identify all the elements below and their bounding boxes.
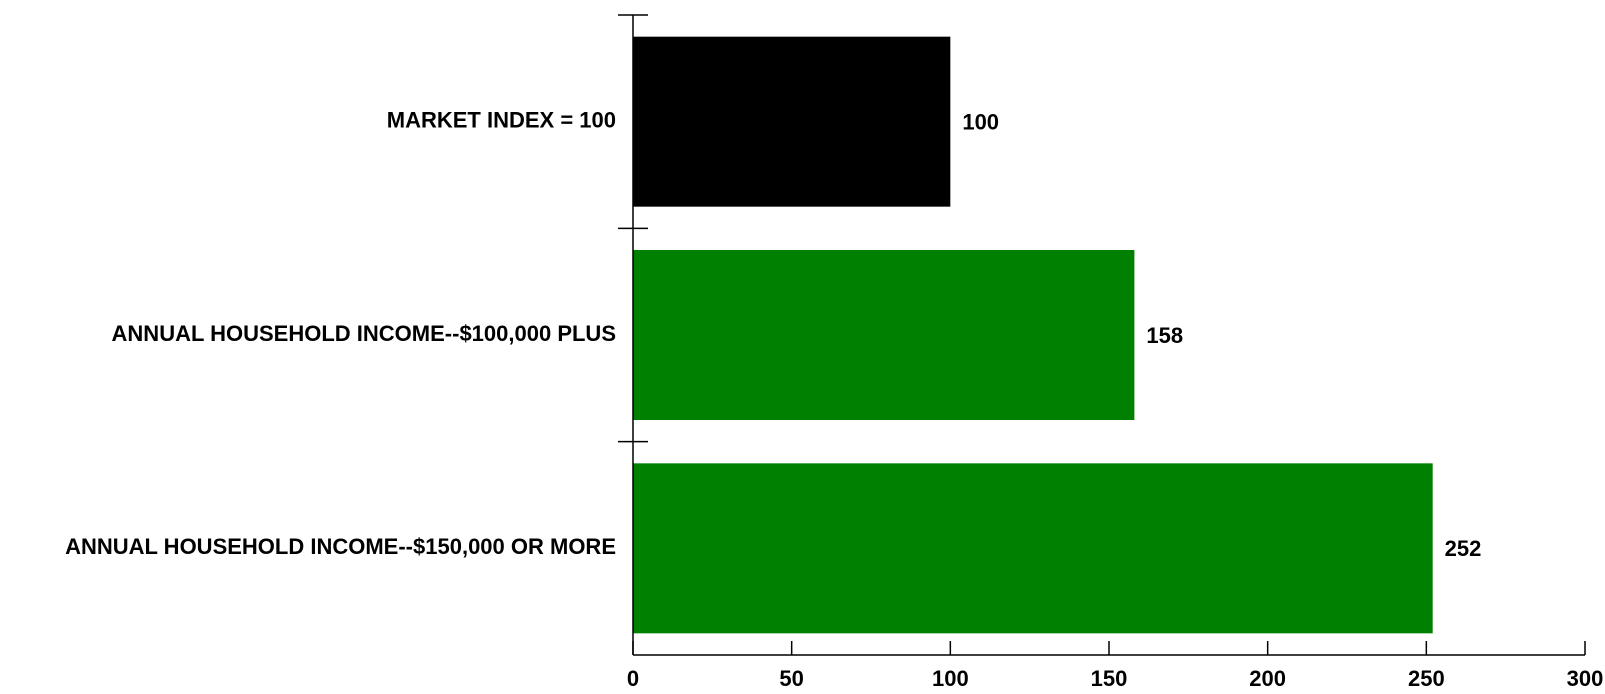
value-label-2: 252: [1445, 536, 1482, 561]
category-label-2: ANNUAL HOUSEHOLD INCOME--$150,000 OR MOR…: [65, 534, 616, 559]
x-tick-label-5: 250: [1408, 666, 1445, 691]
x-tick-label-1: 50: [779, 666, 803, 691]
x-tick-label-4: 200: [1249, 666, 1286, 691]
value-label-0: 100: [962, 109, 999, 134]
category-labels: MARKET INDEX = 100 ANNUAL HOUSEHOLD INCOM…: [65, 107, 616, 559]
x-axis-ticks: 0 50 100 150 200 250 300: [618, 14, 1604, 691]
value-labels: 100 158 252: [962, 109, 1481, 561]
x-tick-label-3: 150: [1091, 666, 1128, 691]
bar-1: [633, 250, 1135, 420]
value-label-1: 158: [1146, 323, 1183, 348]
x-tick-label-6: 300: [1567, 666, 1604, 691]
category-label-1: ANNUAL HOUSEHOLD INCOME--$100,000 PLUS: [112, 321, 616, 346]
x-tick-label-0: 0: [627, 666, 639, 691]
bar-0: [633, 36, 951, 207]
bars-layer: [633, 36, 1433, 634]
x-tick-label-2: 100: [932, 666, 969, 691]
bar-2: [633, 463, 1433, 634]
category-label-0: MARKET INDEX = 100: [387, 107, 616, 132]
